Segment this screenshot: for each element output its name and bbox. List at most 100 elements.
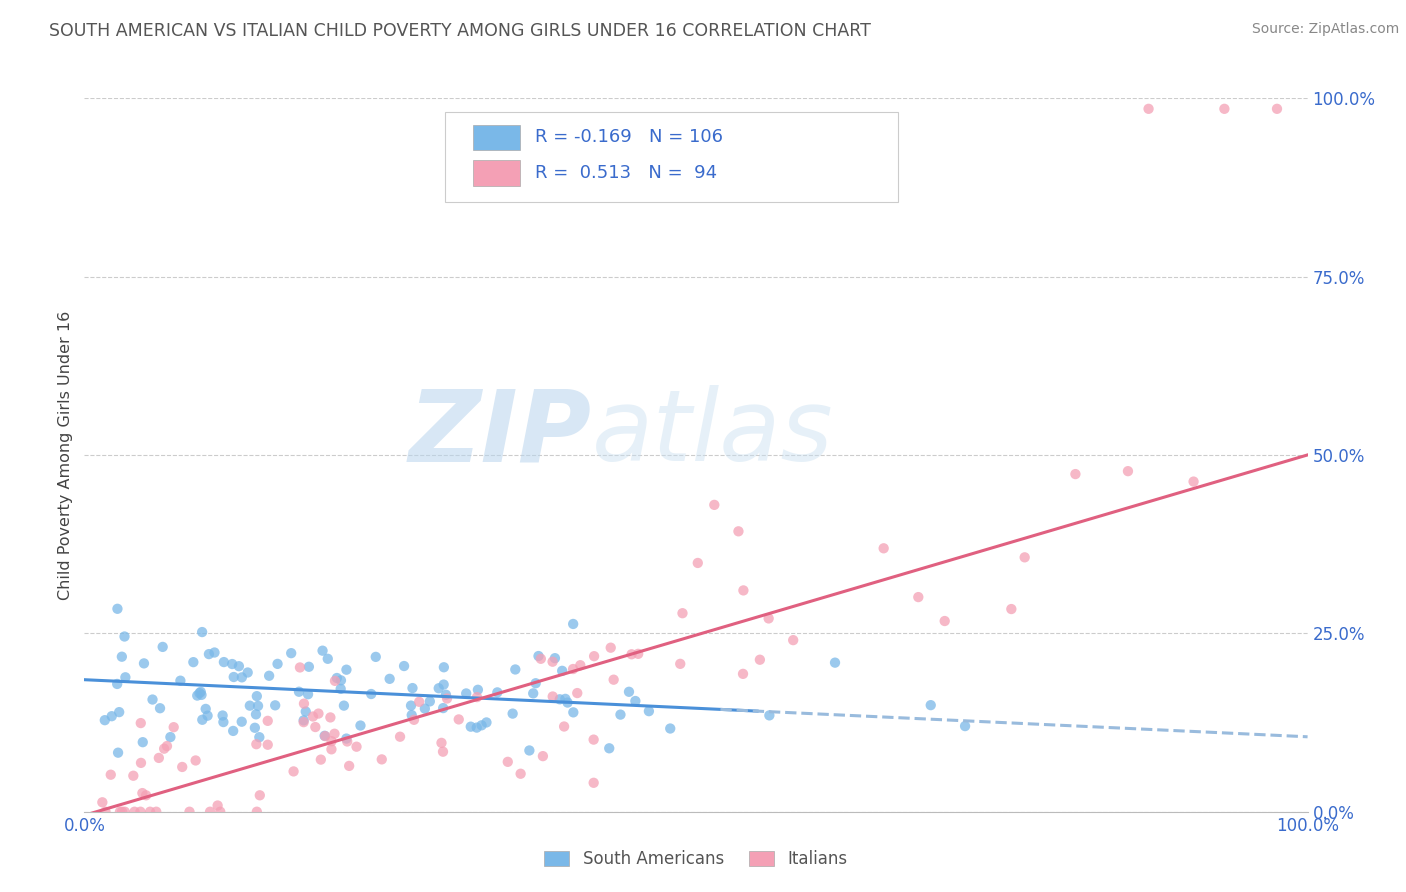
- Point: [323, 727, 346, 741]
- Point: [599, 640, 621, 655]
- Point: [100, 709, 122, 723]
- Point: [309, 753, 332, 767]
- Point: [349, 718, 371, 732]
- Point: [758, 708, 780, 723]
- Point: [186, 689, 208, 703]
- Point: [427, 681, 450, 696]
- Point: [302, 709, 325, 723]
- Point: [105, 677, 128, 691]
- Point: [294, 705, 316, 719]
- Point: [401, 681, 423, 695]
- Point: [153, 741, 176, 756]
- FancyBboxPatch shape: [446, 112, 898, 202]
- Point: [659, 722, 682, 736]
- Point: [249, 789, 271, 803]
- Point: [245, 737, 267, 751]
- Point: [212, 655, 235, 669]
- Point: [519, 743, 541, 757]
- Point: [548, 692, 571, 706]
- Point: [432, 701, 454, 715]
- Point: [758, 611, 780, 625]
- Point: [475, 715, 498, 730]
- Point: [686, 556, 709, 570]
- Point: [156, 739, 179, 753]
- Point: [108, 705, 131, 719]
- Point: [111, 649, 134, 664]
- FancyBboxPatch shape: [474, 125, 520, 150]
- Point: [1014, 550, 1036, 565]
- Point: [221, 657, 243, 671]
- Point: [434, 688, 457, 702]
- Text: ZIP: ZIP: [409, 385, 592, 482]
- FancyBboxPatch shape: [474, 161, 520, 186]
- Point: [239, 698, 262, 713]
- Point: [129, 716, 152, 731]
- Point: [163, 720, 186, 734]
- Point: [401, 708, 423, 723]
- Point: [124, 805, 146, 819]
- Point: [100, 768, 122, 782]
- Point: [447, 713, 470, 727]
- Point: [541, 655, 564, 669]
- Point: [1116, 464, 1139, 478]
- Point: [934, 614, 956, 628]
- Point: [486, 685, 509, 699]
- Point: [1182, 475, 1205, 489]
- Point: [129, 756, 152, 770]
- Point: [551, 664, 574, 678]
- Point: [292, 697, 315, 711]
- Point: [135, 789, 157, 803]
- Point: [337, 759, 360, 773]
- Point: [132, 657, 155, 671]
- Point: [256, 714, 278, 728]
- Point: [114, 670, 136, 684]
- Y-axis label: Child Poverty Among Girls Under 16: Child Poverty Among Girls Under 16: [58, 310, 73, 599]
- Point: [408, 695, 430, 709]
- Point: [364, 649, 387, 664]
- Point: [145, 805, 167, 819]
- Point: [1137, 102, 1160, 116]
- Point: [190, 685, 212, 699]
- Point: [91, 795, 114, 809]
- Point: [292, 715, 315, 730]
- Point: [567, 686, 589, 700]
- Point: [583, 649, 606, 664]
- Point: [148, 751, 170, 765]
- Point: [139, 805, 162, 819]
- Point: [319, 710, 342, 724]
- Point: [329, 681, 352, 696]
- Point: [336, 734, 359, 748]
- Point: [330, 673, 353, 688]
- Point: [624, 694, 647, 708]
- Point: [243, 721, 266, 735]
- Point: [184, 754, 207, 768]
- Point: [389, 730, 412, 744]
- Text: SOUTH AMERICAN VS ITALIAN CHILD POVERTY AMONG GIRLS UNDER 16 CORRELATION CHART: SOUTH AMERICAN VS ITALIAN CHILD POVERTY …: [49, 22, 872, 40]
- Point: [179, 805, 201, 819]
- Point: [152, 640, 174, 654]
- Legend: South Americans, Italians: South Americans, Italians: [537, 844, 855, 875]
- Point: [872, 541, 894, 556]
- Point: [602, 673, 624, 687]
- Point: [111, 805, 134, 819]
- Point: [107, 746, 129, 760]
- Point: [346, 739, 368, 754]
- Point: [531, 749, 554, 764]
- Point: [1000, 602, 1022, 616]
- Point: [190, 688, 212, 702]
- Point: [245, 707, 267, 722]
- Point: [257, 669, 280, 683]
- Point: [114, 630, 136, 644]
- Point: [557, 696, 579, 710]
- Point: [292, 714, 315, 728]
- Point: [107, 602, 129, 616]
- Point: [222, 723, 245, 738]
- Point: [527, 648, 550, 663]
- Point: [236, 665, 259, 680]
- Point: [247, 698, 270, 713]
- Point: [188, 686, 211, 700]
- Point: [638, 704, 661, 718]
- Point: [509, 766, 531, 780]
- Point: [108, 805, 131, 819]
- Point: [502, 706, 524, 721]
